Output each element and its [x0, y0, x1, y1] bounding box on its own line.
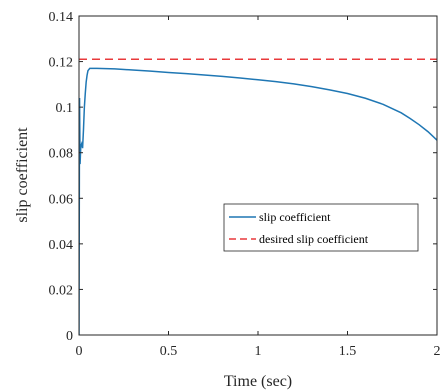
x-tick-label: 2 — [434, 344, 441, 359]
x-tick-label: 1 — [255, 344, 262, 359]
y-tick-label: 0.14 — [49, 10, 74, 25]
x-tick-label: 1.5 — [339, 344, 357, 359]
x-tick-label: 0 — [76, 344, 83, 359]
y-tick-label: 0.12 — [49, 56, 74, 71]
legend: slip coefficient desired slip coefficien… — [223, 203, 419, 252]
x-axis: 0 0.5 1 1.5 2 — [76, 16, 441, 359]
y-axis: 0 0.02 0.04 0.06 0.08 0.1 0.12 0.14 — [49, 10, 437, 344]
y-tick-label: 0.1 — [56, 101, 74, 116]
y-axis-label: slip coefficient — [14, 127, 31, 223]
y-tick-label: 0.02 — [49, 283, 74, 298]
legend-entry-desired-slip-coefficient: desired slip coefficient — [259, 232, 369, 246]
x-axis-label: Time (sec) — [224, 373, 292, 390]
series-layer — [79, 58, 437, 335]
x-tick-label: 0.5 — [160, 344, 178, 359]
y-tick-label: 0 — [66, 329, 73, 344]
y-tick-label: 0.08 — [49, 147, 74, 162]
plot-area — [79, 16, 437, 335]
series-line-slip-coefficient — [79, 67, 437, 335]
y-tick-label: 0.04 — [49, 238, 74, 253]
y-tick-label: 0.06 — [49, 192, 74, 207]
legend-entry-slip-coefficient: slip coefficient — [259, 210, 331, 224]
legend-box — [223, 203, 419, 252]
